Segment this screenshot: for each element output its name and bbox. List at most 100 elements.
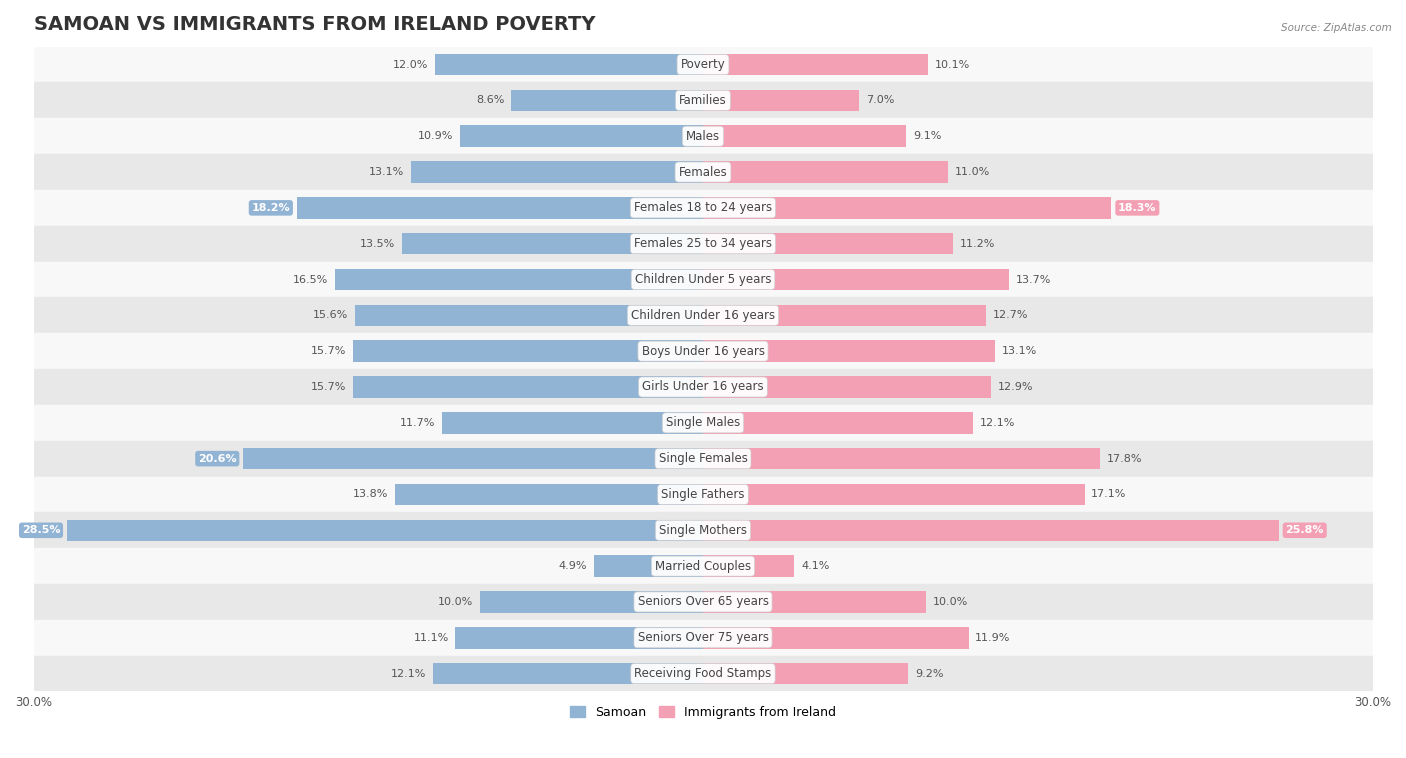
Bar (703, 340, 995, 362)
Text: 11.7%: 11.7% (399, 418, 436, 428)
Text: 17.1%: 17.1% (1091, 490, 1126, 500)
Text: 9.1%: 9.1% (912, 131, 941, 141)
Text: Source: ZipAtlas.com: Source: ZipAtlas.com (1281, 23, 1392, 33)
Bar (593, 556, 703, 577)
Text: 11.0%: 11.0% (955, 167, 990, 177)
Text: 4.9%: 4.9% (558, 561, 586, 571)
Bar (353, 376, 703, 398)
Text: 11.9%: 11.9% (976, 633, 1011, 643)
Bar (441, 412, 703, 434)
Bar (34, 297, 1372, 334)
Text: 8.6%: 8.6% (477, 96, 505, 105)
Text: 13.8%: 13.8% (353, 490, 388, 500)
Text: 10.1%: 10.1% (935, 60, 970, 70)
Text: 9.2%: 9.2% (915, 669, 943, 678)
Bar (703, 627, 969, 649)
Bar (297, 197, 703, 218)
Bar (34, 656, 1372, 691)
Text: 12.7%: 12.7% (993, 310, 1029, 321)
Text: 13.7%: 13.7% (1015, 274, 1050, 284)
Text: 4.1%: 4.1% (801, 561, 830, 571)
Bar (703, 89, 859, 111)
Bar (703, 662, 908, 684)
Bar (34, 369, 1372, 405)
Bar (479, 591, 703, 612)
Bar (703, 197, 1111, 218)
Bar (34, 154, 1372, 190)
Text: 10.9%: 10.9% (418, 131, 453, 141)
Bar (67, 519, 703, 541)
Bar (395, 484, 703, 506)
Bar (703, 269, 1008, 290)
Text: 16.5%: 16.5% (292, 274, 328, 284)
Text: 13.5%: 13.5% (360, 239, 395, 249)
Text: 18.2%: 18.2% (252, 203, 290, 213)
Text: 15.6%: 15.6% (314, 310, 349, 321)
Text: 20.6%: 20.6% (198, 453, 236, 464)
Text: Single Males: Single Males (666, 416, 740, 429)
Text: Single Fathers: Single Fathers (661, 488, 745, 501)
Bar (354, 305, 703, 326)
Text: 11.1%: 11.1% (413, 633, 449, 643)
Text: 11.2%: 11.2% (960, 239, 995, 249)
Text: Females 25 to 34 years: Females 25 to 34 years (634, 237, 772, 250)
Text: 15.7%: 15.7% (311, 382, 346, 392)
Text: Single Females: Single Females (658, 452, 748, 465)
Text: SAMOAN VS IMMIGRANTS FROM IRELAND POVERTY: SAMOAN VS IMMIGRANTS FROM IRELAND POVERT… (34, 15, 595, 34)
Bar (353, 340, 703, 362)
Bar (703, 448, 1101, 469)
Bar (703, 484, 1084, 506)
Text: 12.0%: 12.0% (394, 60, 429, 70)
Bar (34, 584, 1372, 620)
Bar (433, 662, 703, 684)
Text: Seniors Over 75 years: Seniors Over 75 years (637, 631, 769, 644)
Text: 12.1%: 12.1% (391, 669, 426, 678)
Bar (703, 54, 928, 75)
Bar (34, 405, 1372, 440)
Bar (34, 477, 1372, 512)
Legend: Samoan, Immigrants from Ireland: Samoan, Immigrants from Ireland (565, 701, 841, 724)
Bar (34, 262, 1372, 297)
Bar (703, 591, 927, 612)
Bar (703, 126, 905, 147)
Text: 15.7%: 15.7% (311, 346, 346, 356)
Bar (510, 89, 703, 111)
Bar (34, 190, 1372, 226)
Bar (456, 627, 703, 649)
Text: 7.0%: 7.0% (866, 96, 894, 105)
Text: 13.1%: 13.1% (368, 167, 404, 177)
Text: 10.0%: 10.0% (437, 597, 474, 607)
Text: Females: Females (679, 165, 727, 179)
Text: Males: Males (686, 130, 720, 143)
Text: 25.8%: 25.8% (1285, 525, 1324, 535)
Text: Children Under 16 years: Children Under 16 years (631, 309, 775, 322)
Bar (460, 126, 703, 147)
Text: 12.9%: 12.9% (998, 382, 1033, 392)
Bar (34, 440, 1372, 477)
Text: Married Couples: Married Couples (655, 559, 751, 572)
Bar (34, 47, 1372, 83)
Bar (34, 620, 1372, 656)
Bar (335, 269, 703, 290)
Text: Poverty: Poverty (681, 58, 725, 71)
Bar (703, 161, 949, 183)
Text: Single Mothers: Single Mothers (659, 524, 747, 537)
Bar (34, 226, 1372, 262)
Bar (703, 556, 794, 577)
Text: Receiving Food Stamps: Receiving Food Stamps (634, 667, 772, 680)
Text: 18.3%: 18.3% (1118, 203, 1157, 213)
Bar (703, 519, 1279, 541)
Text: 10.0%: 10.0% (932, 597, 969, 607)
Bar (34, 83, 1372, 118)
Bar (34, 548, 1372, 584)
Text: 12.1%: 12.1% (980, 418, 1015, 428)
Text: Females 18 to 24 years: Females 18 to 24 years (634, 202, 772, 215)
Bar (436, 54, 703, 75)
Text: Boys Under 16 years: Boys Under 16 years (641, 345, 765, 358)
Text: 17.8%: 17.8% (1107, 453, 1143, 464)
Text: Seniors Over 65 years: Seniors Over 65 years (637, 596, 769, 609)
Text: Girls Under 16 years: Girls Under 16 years (643, 381, 763, 393)
Bar (34, 512, 1372, 548)
Bar (703, 412, 973, 434)
Text: Children Under 5 years: Children Under 5 years (634, 273, 772, 286)
